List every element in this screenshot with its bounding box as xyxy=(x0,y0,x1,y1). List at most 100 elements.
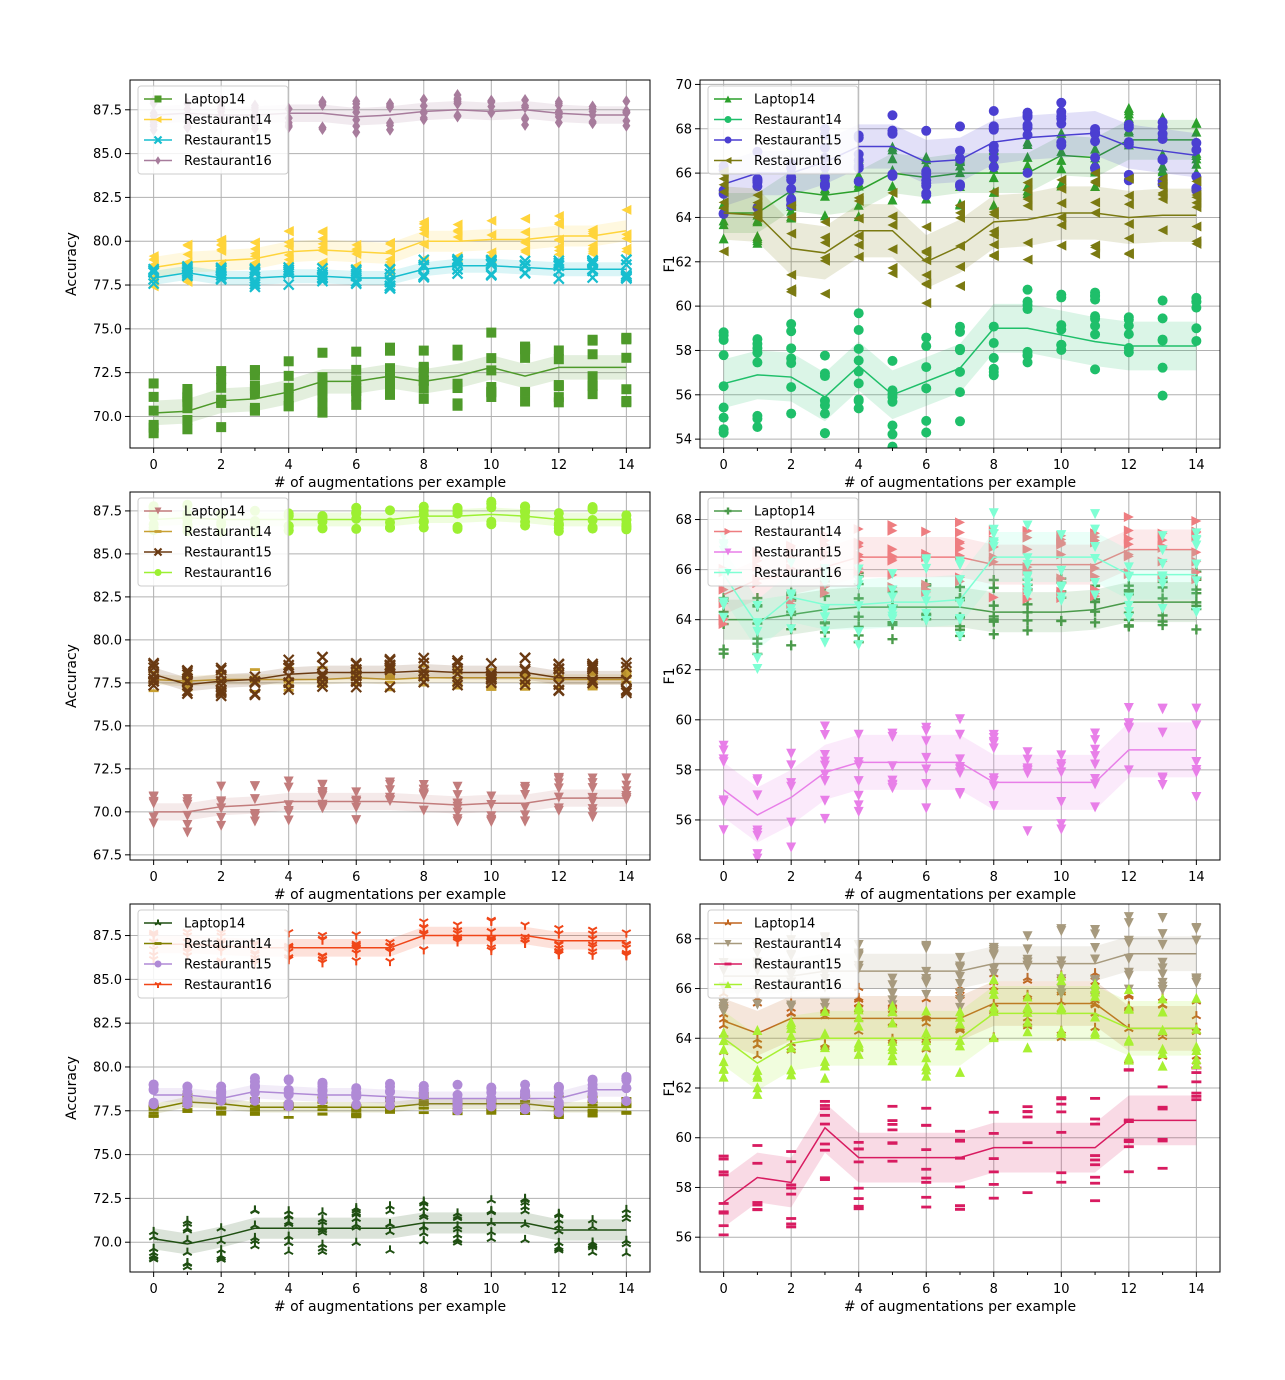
y-tick-label: 62 xyxy=(675,663,692,678)
data-point xyxy=(955,207,965,218)
data-point xyxy=(1123,592,1134,603)
data-point xyxy=(988,729,999,740)
data-point xyxy=(520,237,531,248)
legend-entry: Laptop14 xyxy=(754,505,815,520)
data-point xyxy=(955,145,965,156)
data-point xyxy=(1157,939,1168,950)
data-point xyxy=(182,1081,193,1092)
data-point xyxy=(385,675,395,679)
legend-marker xyxy=(154,507,162,515)
data-point xyxy=(249,668,260,671)
data-point xyxy=(1191,323,1202,334)
data-point xyxy=(853,790,864,801)
data-point xyxy=(317,956,328,965)
series-line xyxy=(723,1119,1197,1203)
data-point xyxy=(718,1154,729,1158)
data-point xyxy=(1090,143,1101,154)
y-tick-label: 82.5 xyxy=(93,1017,122,1032)
data-point xyxy=(921,1040,932,1051)
x-tick-label: 4 xyxy=(855,1282,863,1297)
legend-entry: Restaurant16 xyxy=(184,154,272,169)
legend-entry: Restaurant15 xyxy=(754,134,842,149)
data-point xyxy=(1022,768,1033,779)
data-point xyxy=(718,797,729,808)
data-point xyxy=(988,974,999,985)
data-point xyxy=(621,1110,632,1114)
data-point xyxy=(418,1209,429,1218)
data-point xyxy=(752,216,763,227)
data-point xyxy=(819,1142,830,1146)
data-point xyxy=(1123,970,1134,981)
data-point xyxy=(921,608,932,619)
data-point xyxy=(1056,183,1067,194)
data-point xyxy=(853,325,864,336)
data-point xyxy=(1157,620,1168,631)
data-point xyxy=(148,791,159,802)
data-point xyxy=(553,1215,564,1224)
data-point xyxy=(249,809,260,820)
data-point xyxy=(955,1129,965,1133)
data-point xyxy=(1090,541,1101,552)
data-point xyxy=(1022,559,1033,570)
data-point xyxy=(752,1201,763,1204)
data-point xyxy=(520,352,531,363)
x-tick-label: 12 xyxy=(1121,1282,1138,1297)
data-point xyxy=(451,267,464,280)
data-point xyxy=(786,408,797,419)
data-point xyxy=(351,508,362,519)
data-point xyxy=(819,1042,830,1053)
data-point xyxy=(148,405,159,416)
data-point xyxy=(249,689,261,701)
data-point xyxy=(249,781,260,792)
data-point xyxy=(786,205,797,216)
data-point xyxy=(316,680,329,693)
x-tick-label: 12 xyxy=(551,870,568,885)
data-point xyxy=(853,611,864,622)
data-point xyxy=(1090,982,1101,993)
data-point xyxy=(620,657,633,669)
data-point xyxy=(1123,984,1134,995)
data-point xyxy=(786,1222,797,1226)
data-point xyxy=(520,939,530,948)
data-point xyxy=(181,262,194,274)
legend-marker xyxy=(154,942,162,945)
data-point xyxy=(1090,1096,1101,1100)
y-tick-label: 72.5 xyxy=(93,366,122,381)
data-point xyxy=(384,659,396,672)
data-point xyxy=(486,1087,497,1098)
legend-entry: Restaurant15 xyxy=(184,958,272,973)
data-point xyxy=(1022,571,1033,582)
data-point xyxy=(216,245,227,256)
data-point xyxy=(718,619,729,630)
data-point xyxy=(1123,1003,1134,1014)
data-point xyxy=(385,246,395,257)
data-point xyxy=(553,508,564,519)
legend-marker xyxy=(724,919,732,926)
legend-marker xyxy=(153,547,163,557)
data-point xyxy=(1157,166,1168,177)
data-point xyxy=(318,98,327,111)
series-line xyxy=(723,139,1197,214)
data-point xyxy=(853,239,864,250)
data-point xyxy=(182,1108,193,1111)
data-point xyxy=(887,180,898,191)
data-point xyxy=(452,670,463,673)
data-point xyxy=(485,257,498,270)
data-point xyxy=(520,687,531,691)
data-point xyxy=(620,674,633,686)
data-point xyxy=(1191,720,1202,731)
data-point xyxy=(520,784,531,795)
data-point xyxy=(786,228,797,239)
data-point xyxy=(486,685,497,688)
data-point xyxy=(1090,942,1101,953)
data-point xyxy=(418,501,429,512)
data-point xyxy=(955,754,965,765)
data-point xyxy=(452,521,463,532)
legend: Laptop14 Restaurant14 Restaurant15 Restaura… xyxy=(137,85,289,175)
data-point xyxy=(718,187,729,198)
data-point xyxy=(718,757,729,768)
data-point xyxy=(553,783,564,794)
data-point xyxy=(317,666,328,670)
data-point xyxy=(283,1246,294,1256)
data-point xyxy=(250,1205,260,1215)
